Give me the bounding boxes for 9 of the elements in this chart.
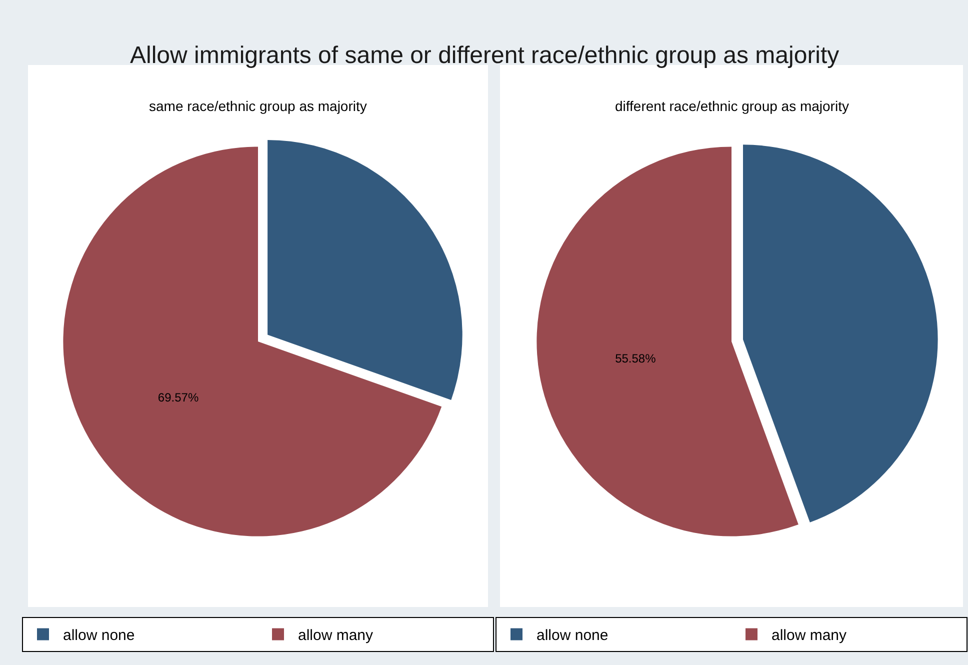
legend-label: allow many [772,627,848,644]
chart-subtitle: same race/ethnic group as majority [149,98,367,114]
legend-label: allow none [536,627,608,644]
chart-title: Allow immigrants of same or different race/ethnic group as majority [130,42,840,69]
data-label: 55.58% [615,351,656,366]
data-label: 69.57% [158,390,199,405]
chart-subtitle: different race/ethnic group as majority [615,98,849,114]
legend-label: allow many [298,627,374,644]
legend-label: allow none [63,627,135,644]
